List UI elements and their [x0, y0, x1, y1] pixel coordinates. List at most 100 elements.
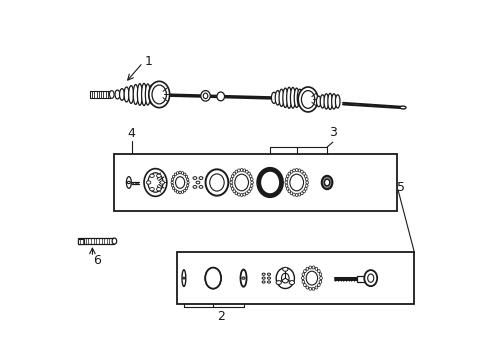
Ellipse shape	[120, 89, 124, 100]
Ellipse shape	[124, 87, 129, 102]
Bar	[177, 252, 415, 304]
Ellipse shape	[328, 93, 332, 109]
Ellipse shape	[112, 238, 117, 244]
Ellipse shape	[315, 286, 318, 289]
Ellipse shape	[318, 284, 320, 287]
Ellipse shape	[172, 187, 175, 190]
Ellipse shape	[303, 267, 321, 289]
Circle shape	[183, 277, 185, 279]
Ellipse shape	[181, 190, 184, 193]
Ellipse shape	[184, 189, 186, 192]
Ellipse shape	[306, 271, 318, 285]
Ellipse shape	[209, 273, 217, 283]
Ellipse shape	[115, 90, 120, 99]
Circle shape	[262, 277, 265, 279]
Ellipse shape	[286, 175, 289, 178]
Ellipse shape	[172, 175, 175, 178]
Ellipse shape	[298, 193, 301, 196]
Ellipse shape	[230, 178, 233, 181]
Ellipse shape	[304, 175, 307, 178]
Ellipse shape	[149, 81, 170, 108]
Ellipse shape	[319, 280, 322, 283]
Ellipse shape	[182, 270, 186, 287]
Ellipse shape	[304, 187, 307, 190]
Ellipse shape	[181, 172, 184, 174]
Ellipse shape	[306, 181, 309, 184]
Ellipse shape	[171, 181, 173, 184]
Ellipse shape	[235, 192, 238, 195]
Ellipse shape	[293, 169, 295, 172]
Circle shape	[196, 181, 200, 184]
Circle shape	[150, 174, 154, 177]
Text: 5: 5	[397, 181, 405, 194]
Ellipse shape	[309, 287, 312, 290]
Circle shape	[193, 185, 197, 188]
Circle shape	[199, 185, 203, 188]
Ellipse shape	[172, 184, 173, 187]
Ellipse shape	[185, 187, 188, 190]
Ellipse shape	[206, 169, 228, 196]
Ellipse shape	[176, 190, 179, 193]
Ellipse shape	[275, 91, 280, 105]
Ellipse shape	[179, 171, 181, 174]
Ellipse shape	[201, 91, 210, 101]
Ellipse shape	[187, 181, 189, 184]
Circle shape	[283, 267, 288, 271]
Ellipse shape	[306, 267, 309, 270]
Ellipse shape	[238, 169, 240, 172]
Ellipse shape	[230, 181, 233, 184]
Ellipse shape	[303, 172, 305, 175]
Ellipse shape	[184, 173, 186, 176]
Ellipse shape	[233, 190, 236, 193]
Ellipse shape	[247, 190, 250, 193]
Ellipse shape	[148, 173, 163, 192]
Ellipse shape	[294, 88, 299, 108]
Ellipse shape	[240, 168, 243, 172]
Ellipse shape	[126, 177, 131, 188]
Ellipse shape	[336, 95, 340, 108]
Ellipse shape	[241, 270, 246, 287]
Circle shape	[262, 273, 265, 275]
Bar	[357, 276, 365, 282]
Text: 4: 4	[127, 127, 135, 140]
Ellipse shape	[146, 84, 150, 105]
Bar	[115, 154, 397, 211]
Ellipse shape	[298, 87, 318, 112]
Ellipse shape	[172, 172, 188, 193]
Ellipse shape	[279, 89, 284, 107]
Ellipse shape	[290, 170, 293, 173]
Circle shape	[268, 281, 270, 283]
Ellipse shape	[203, 93, 208, 99]
Ellipse shape	[238, 193, 240, 196]
Ellipse shape	[368, 274, 374, 282]
Ellipse shape	[217, 92, 224, 101]
Circle shape	[150, 188, 154, 191]
Ellipse shape	[209, 272, 218, 284]
Circle shape	[242, 277, 245, 279]
Ellipse shape	[319, 276, 322, 280]
Ellipse shape	[285, 178, 288, 181]
Ellipse shape	[109, 91, 114, 98]
Ellipse shape	[243, 193, 245, 196]
Ellipse shape	[144, 168, 167, 196]
Ellipse shape	[247, 172, 250, 175]
Ellipse shape	[243, 169, 245, 172]
Ellipse shape	[240, 193, 243, 197]
Circle shape	[268, 277, 270, 279]
Text: 1: 1	[145, 55, 153, 68]
Ellipse shape	[297, 89, 302, 107]
Ellipse shape	[142, 84, 147, 105]
Circle shape	[289, 281, 294, 284]
Ellipse shape	[295, 193, 298, 197]
Bar	[78, 238, 115, 244]
Circle shape	[160, 181, 165, 184]
Ellipse shape	[312, 266, 315, 269]
Text: 2: 2	[217, 310, 225, 323]
Ellipse shape	[129, 86, 134, 103]
Ellipse shape	[251, 181, 253, 184]
Ellipse shape	[276, 268, 294, 288]
Ellipse shape	[315, 267, 318, 270]
Ellipse shape	[301, 91, 315, 108]
Ellipse shape	[149, 85, 154, 104]
Circle shape	[147, 181, 151, 184]
